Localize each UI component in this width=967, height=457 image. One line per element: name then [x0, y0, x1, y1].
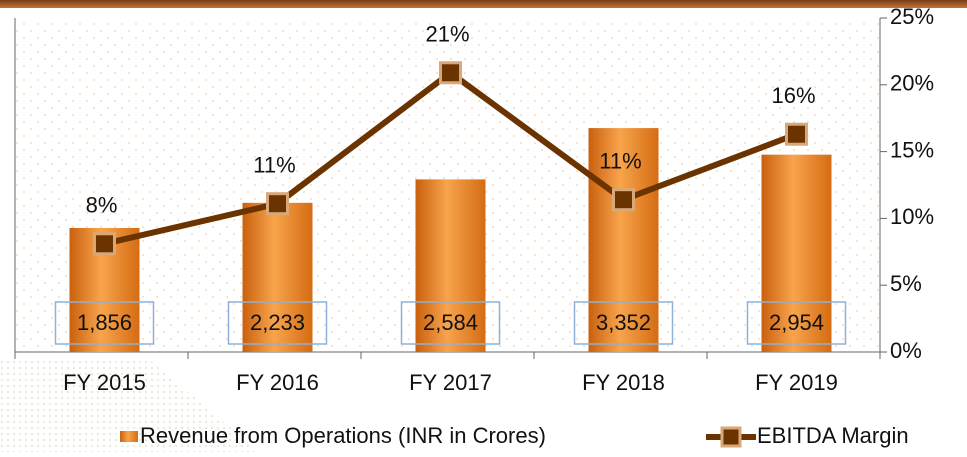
bar-value-label: 2,584	[423, 310, 478, 335]
marker	[785, 122, 808, 146]
bar	[761, 154, 832, 352]
y2-tick-label: 10%	[890, 204, 934, 229]
marker	[93, 232, 116, 256]
y2-tick-label: 0%	[890, 338, 922, 363]
line-value-label: 8%	[86, 193, 118, 218]
bar-value-label: 2,233	[250, 310, 305, 335]
line-value-label: 21%	[425, 22, 469, 47]
x-tick-label: FY 2015	[63, 370, 146, 395]
line-value-label: 11%	[253, 153, 295, 178]
value-label-box	[54, 301, 155, 345]
bar	[588, 128, 659, 352]
bar	[415, 179, 486, 352]
marker	[439, 61, 462, 85]
value-label-box	[400, 301, 501, 345]
x-tick-label: FY 2019	[755, 370, 838, 395]
value-label-box	[746, 301, 847, 345]
x-tick-label: FY 2017	[409, 370, 492, 395]
bar	[242, 202, 313, 352]
legend-swatch	[720, 426, 742, 448]
legend-label: Revenue from Operations (INR in Crores)	[140, 423, 546, 448]
marker	[266, 192, 289, 216]
value-label-box	[573, 301, 674, 345]
legend-label: EBITDA Margin	[757, 423, 909, 448]
bar-value-label: 2,954	[769, 310, 824, 335]
value-label-box	[227, 301, 328, 345]
x-tick-label: FY 2018	[582, 370, 665, 395]
line-value-label: 16%	[771, 83, 815, 108]
line-value-label: 11%	[599, 149, 641, 174]
x-tick-label: FY 2016	[236, 370, 319, 395]
y2-tick-label: 15%	[890, 137, 934, 162]
legend-swatch	[120, 431, 138, 442]
decoration	[0, 360, 260, 452]
bar-value-label: 1,856	[77, 310, 132, 335]
y2-tick-label: 20%	[890, 71, 934, 96]
bar-value-label: 3,352	[596, 310, 651, 335]
header-strip	[0, 0, 967, 8]
y2-tick-label: 25%	[890, 4, 934, 29]
y2-tick-label: 5%	[890, 271, 922, 296]
marker	[612, 188, 635, 212]
